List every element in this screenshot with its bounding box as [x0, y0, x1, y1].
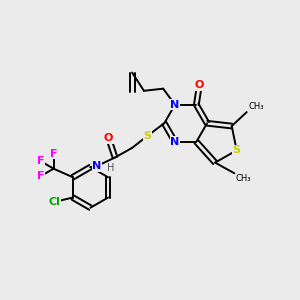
Text: CH₃: CH₃ — [236, 174, 251, 183]
Text: F: F — [50, 149, 57, 159]
Text: N: N — [170, 137, 180, 147]
Text: O: O — [104, 133, 113, 143]
Text: Cl: Cl — [49, 197, 61, 207]
Text: S: S — [233, 146, 241, 155]
Text: CH₃: CH₃ — [248, 102, 264, 111]
Text: F: F — [37, 156, 44, 166]
Text: N: N — [92, 161, 101, 171]
Text: F: F — [37, 171, 44, 181]
Text: N: N — [170, 100, 180, 110]
Text: S: S — [143, 131, 151, 141]
Text: O: O — [195, 80, 204, 91]
Text: H: H — [107, 163, 115, 173]
